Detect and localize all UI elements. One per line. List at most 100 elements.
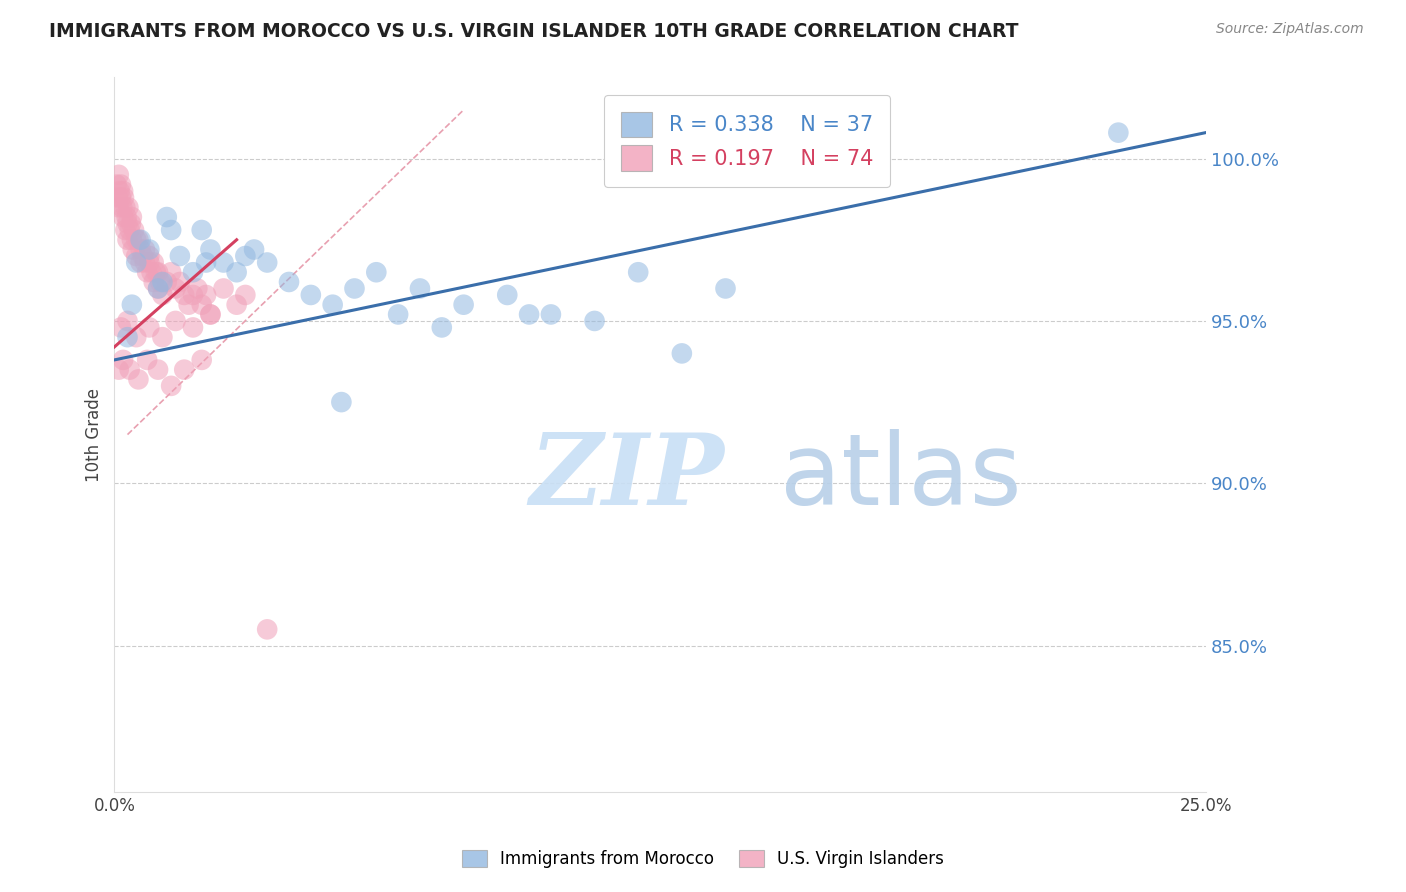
Point — [120, 217, 142, 231]
Text: ZIP: ZIP — [529, 429, 724, 525]
Point — [671, 346, 693, 360]
Point — [387, 308, 409, 322]
Point — [117, 217, 139, 231]
Point — [125, 330, 148, 344]
Point — [152, 330, 174, 344]
Point — [256, 255, 278, 269]
Point — [1107, 126, 1129, 140]
Point — [156, 210, 179, 224]
Point — [112, 210, 135, 224]
Point — [299, 288, 322, 302]
Point — [125, 233, 148, 247]
Point — [409, 281, 432, 295]
Point — [134, 243, 156, 257]
Point — [149, 275, 172, 289]
Point — [181, 288, 204, 302]
Legend: Immigrants from Morocco, U.S. Virgin Islanders: Immigrants from Morocco, U.S. Virgin Isl… — [456, 843, 950, 875]
Point — [225, 298, 247, 312]
Point — [134, 255, 156, 269]
Point — [125, 255, 148, 269]
Point — [243, 243, 266, 257]
Point — [107, 200, 129, 214]
Point — [496, 288, 519, 302]
Point — [322, 298, 344, 312]
Point — [107, 362, 129, 376]
Point — [146, 362, 169, 376]
Point — [540, 308, 562, 322]
Point — [200, 243, 222, 257]
Point — [190, 223, 212, 237]
Point — [200, 308, 222, 322]
Point — [110, 178, 132, 192]
Point — [583, 314, 606, 328]
Point — [125, 249, 148, 263]
Point — [142, 275, 165, 289]
Point — [117, 314, 139, 328]
Point — [165, 314, 187, 328]
Point — [112, 184, 135, 198]
Point — [108, 184, 131, 198]
Point — [200, 308, 222, 322]
Point — [235, 288, 257, 302]
Point — [138, 249, 160, 263]
Point — [714, 281, 737, 295]
Point — [129, 255, 152, 269]
Y-axis label: 10th Grade: 10th Grade — [86, 387, 103, 482]
Point — [190, 298, 212, 312]
Point — [165, 281, 187, 295]
Point — [117, 330, 139, 344]
Point — [127, 233, 149, 247]
Point — [118, 362, 141, 376]
Point — [115, 210, 138, 224]
Point — [142, 255, 165, 269]
Point — [453, 298, 475, 312]
Point — [517, 308, 540, 322]
Point — [235, 249, 257, 263]
Point — [114, 200, 136, 214]
Legend: R = 0.338    N = 37, R = 0.197    N = 74: R = 0.338 N = 37, R = 0.197 N = 74 — [605, 95, 890, 187]
Point — [256, 623, 278, 637]
Point — [190, 352, 212, 367]
Point — [160, 223, 183, 237]
Point — [146, 281, 169, 295]
Point — [121, 210, 143, 224]
Point — [138, 255, 160, 269]
Point — [195, 255, 218, 269]
Point — [112, 352, 135, 367]
Point — [173, 288, 195, 302]
Point — [627, 265, 650, 279]
Point — [186, 281, 208, 295]
Point — [181, 320, 204, 334]
Point — [181, 265, 204, 279]
Point — [129, 233, 152, 247]
Point — [138, 243, 160, 257]
Text: atlas: atlas — [780, 429, 1022, 526]
Point — [146, 281, 169, 295]
Point — [122, 223, 145, 237]
Point — [110, 320, 132, 334]
Point — [117, 233, 139, 247]
Point — [160, 379, 183, 393]
Point — [169, 275, 191, 289]
Point — [121, 298, 143, 312]
Point — [169, 249, 191, 263]
Point — [111, 200, 134, 214]
Point — [146, 265, 169, 279]
Point — [225, 265, 247, 279]
Point — [129, 243, 152, 257]
Point — [138, 320, 160, 334]
Point — [212, 281, 235, 295]
Point — [195, 288, 218, 302]
Point — [366, 265, 388, 279]
Point — [330, 395, 353, 409]
Point — [136, 265, 159, 279]
Point — [156, 275, 179, 289]
Point — [107, 190, 129, 204]
Point — [127, 372, 149, 386]
Point — [145, 265, 167, 279]
Point — [343, 281, 366, 295]
Point — [117, 200, 139, 214]
Point — [118, 223, 141, 237]
Point — [160, 265, 183, 279]
Point — [112, 190, 135, 204]
